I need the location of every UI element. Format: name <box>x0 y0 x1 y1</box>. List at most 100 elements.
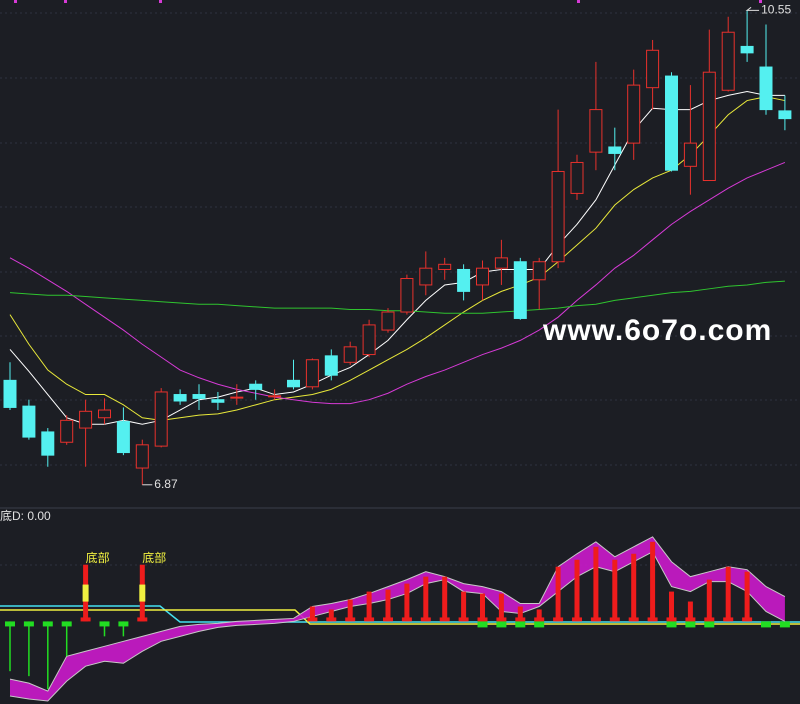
watermark: www.6o7o.com <box>542 314 772 347</box>
candle-body <box>41 431 55 456</box>
bar-cap <box>137 617 148 622</box>
candle-body <box>324 355 338 376</box>
candle-body <box>438 263 452 270</box>
candle-body <box>154 391 168 447</box>
bar <box>423 576 429 622</box>
bar-cap <box>420 617 431 622</box>
candle-body <box>22 405 36 438</box>
bar <box>725 566 731 622</box>
bar <box>498 593 504 622</box>
candle-body <box>608 146 622 154</box>
dot <box>577 0 580 3</box>
candle-body <box>230 396 244 399</box>
candle-body <box>778 110 792 120</box>
signal-band <box>82 584 89 602</box>
bar-cap <box>553 617 564 622</box>
bar-cap <box>118 621 129 627</box>
bar <box>309 606 315 622</box>
bar <box>480 593 485 622</box>
bar-cap <box>5 621 15 627</box>
candle-body <box>532 261 546 281</box>
marker <box>515 621 526 628</box>
bar-cap <box>590 617 601 622</box>
moving-average <box>9 96 786 421</box>
bar-cap <box>42 621 53 627</box>
bar <box>517 606 523 622</box>
bar <box>536 609 542 622</box>
bar-cap <box>80 617 91 622</box>
bar-cap <box>496 617 507 622</box>
bar-cap <box>534 617 545 622</box>
annotation-arrow <box>745 6 760 11</box>
marker <box>779 621 790 628</box>
signal-label: 底部 <box>86 550 110 565</box>
candle-body <box>287 379 300 388</box>
candle-body <box>721 31 735 91</box>
candle-body <box>305 359 319 388</box>
dot <box>759 0 762 3</box>
marker <box>496 621 507 628</box>
bar <box>706 579 712 622</box>
bar-cap <box>458 617 469 622</box>
bar <box>328 609 334 622</box>
bar-cap <box>326 617 337 622</box>
bar-cap <box>742 617 753 622</box>
candle-body <box>740 45 754 54</box>
candle-body <box>173 394 187 402</box>
bar-cap <box>439 617 450 622</box>
bar <box>687 601 693 622</box>
dot <box>159 0 162 3</box>
bar <box>461 591 467 622</box>
yellow-line <box>0 609 800 625</box>
candle-body <box>249 383 263 390</box>
candle-body <box>116 421 130 454</box>
candle-body <box>494 257 508 269</box>
top-dots <box>14 0 762 3</box>
band-lower <box>9 551 786 702</box>
band-upper <box>9 536 786 692</box>
bar <box>347 599 353 622</box>
moving-average <box>9 161 786 405</box>
dot <box>14 0 17 3</box>
bar-cap <box>61 621 72 627</box>
candle-body <box>400 277 414 313</box>
moving-average <box>9 91 785 425</box>
bar-cap <box>647 617 658 622</box>
dot <box>64 0 67 3</box>
bar-cap <box>383 617 393 622</box>
cyan-line <box>0 605 800 623</box>
indicator-title: 底D: 0.00 <box>0 508 51 523</box>
bar-cap <box>666 617 677 622</box>
annotation: 10.55 <box>761 2 791 16</box>
candle-body <box>683 142 697 167</box>
bar <box>442 576 448 622</box>
candle-body <box>759 66 773 111</box>
bar <box>555 566 561 622</box>
bar <box>385 589 391 622</box>
bar-cap <box>307 617 318 622</box>
candle-body <box>79 410 93 429</box>
bar-cap <box>704 617 715 622</box>
bar-cap <box>99 621 110 627</box>
candle-body <box>135 444 149 469</box>
candle-body <box>98 409 111 419</box>
marker <box>534 621 545 628</box>
candle-body <box>589 109 603 153</box>
candle-body <box>192 394 206 399</box>
candle-body <box>646 49 660 89</box>
annotation: 6.87 <box>154 477 178 491</box>
bar-cap <box>628 617 639 622</box>
signal-band <box>139 584 146 602</box>
bar-cap <box>515 617 526 622</box>
signal-label: 底部 <box>142 550 166 565</box>
marker <box>761 621 771 628</box>
candle-body <box>381 311 395 331</box>
candle-body <box>570 161 584 194</box>
bar <box>669 591 674 622</box>
candle-body <box>3 379 17 408</box>
candle-body <box>702 71 716 182</box>
bar <box>404 583 410 622</box>
marker <box>704 621 715 628</box>
